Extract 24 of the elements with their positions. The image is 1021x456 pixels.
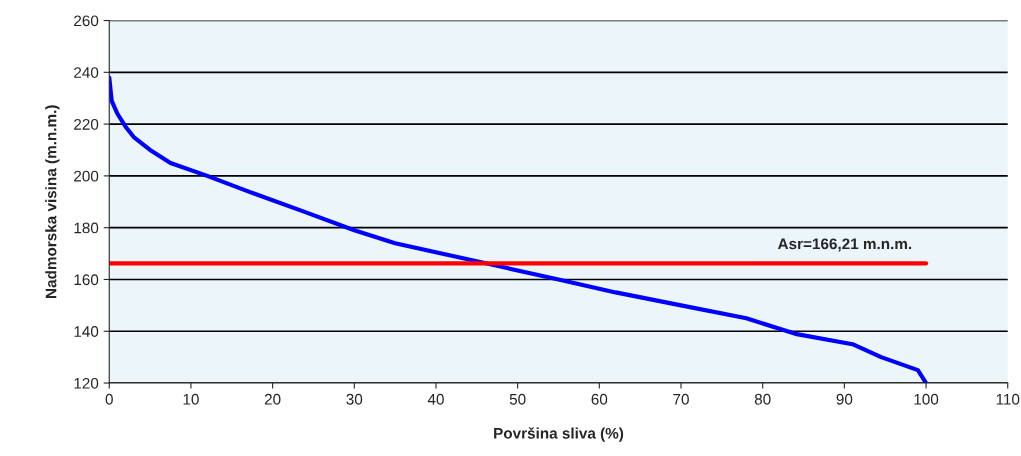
x-tick-label: 70 [673, 393, 689, 405]
y-tick-label: 180 [74, 222, 99, 234]
y-tick-label: 160 [74, 274, 99, 286]
line-series [109, 75, 929, 384]
x-tick-label: 100 [914, 393, 939, 405]
x-tick-label: 80 [754, 393, 771, 405]
y-tick-label: 260 [74, 15, 99, 27]
y-tick-label: 220 [74, 118, 99, 130]
x-tick-label: 0 [105, 393, 113, 405]
x-tick-label: 90 [836, 393, 853, 405]
y-tick-label: 120 [74, 377, 99, 389]
x-tick-label: 50 [509, 393, 526, 405]
x-tick-label: 40 [427, 393, 444, 405]
x-tick-label: 20 [264, 393, 281, 405]
series-label: Asr=166,21 m.n.m. [777, 238, 912, 252]
y-axis-title: Nadmorska visina (m.n.m.) [45, 105, 60, 298]
x-tick-label: 10 [183, 393, 199, 405]
y-tick-label: 240 [74, 67, 99, 78]
y-tick-label: 200 [74, 170, 99, 182]
y-tick-label: 140 [74, 326, 99, 337]
x-tick-label: 30 [346, 393, 363, 405]
x-tick-label: 60 [591, 393, 608, 405]
x-axis-title: Površina sliva (%) [494, 427, 624, 442]
x-tick-label: 110 [996, 393, 1020, 405]
